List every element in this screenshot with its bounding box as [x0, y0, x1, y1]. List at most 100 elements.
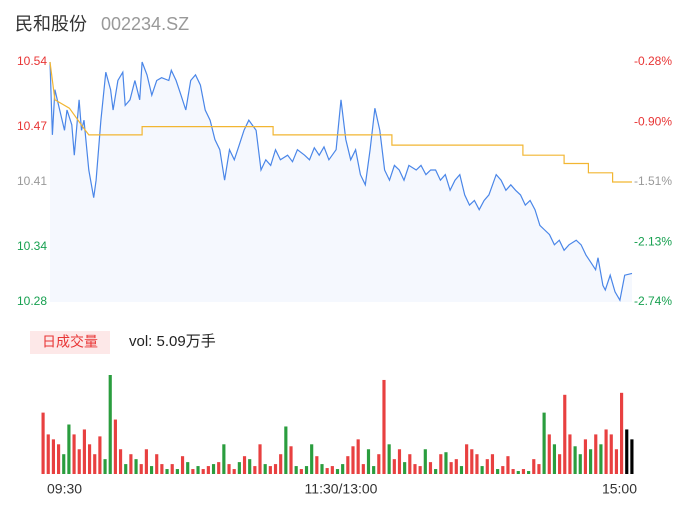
- average-line: [49, 61, 632, 183]
- volume-bar: [573, 446, 577, 474]
- volume-bar: [294, 466, 298, 474]
- volume-bar: [563, 394, 567, 474]
- volume-bar: [222, 444, 226, 474]
- volume-bar: [599, 444, 603, 474]
- volume-bar: [217, 462, 221, 474]
- volume-bar: [330, 466, 334, 474]
- volume-bar: [320, 464, 324, 474]
- volume-bar: [537, 464, 541, 474]
- volume-bar: [175, 469, 179, 474]
- volume-bar: [41, 412, 45, 474]
- volume-bar: [341, 464, 345, 474]
- volume-bar: [366, 449, 371, 474]
- volume-bar: [568, 434, 572, 474]
- x-tick-label: 15:00: [602, 481, 637, 497]
- volume-bar: [527, 471, 531, 474]
- volume-bar: [532, 459, 536, 474]
- price-line: [49, 61, 633, 302]
- volume-bar: [506, 456, 510, 474]
- volume-label: 日成交量: [42, 334, 98, 350]
- volume-bar: [397, 449, 402, 474]
- volume-bar: [578, 454, 582, 474]
- volume-badge: [30, 331, 110, 354]
- volume-bar: [201, 469, 205, 474]
- volume-bar: [82, 429, 86, 474]
- volume-bar: [625, 429, 629, 474]
- volume-bar: [62, 454, 66, 474]
- volume-bar: [134, 459, 138, 474]
- volume-bar: [165, 469, 169, 474]
- volume-bar: [242, 456, 247, 474]
- volume-bar: [103, 459, 107, 474]
- x-tick-label: 09:30: [47, 481, 82, 497]
- volume-bar: [56, 444, 61, 474]
- volume-bar: [413, 464, 417, 474]
- volume-bar: [98, 436, 102, 474]
- volume-bar: [191, 469, 195, 474]
- volume-bar: [72, 434, 76, 474]
- volume-bar: [211, 464, 216, 474]
- volume-bar: [356, 439, 360, 474]
- volume-bar: [196, 466, 200, 474]
- volume-bar: [51, 439, 55, 474]
- volume-bar: [372, 466, 376, 474]
- y2-tick-label: -1.51%: [634, 174, 672, 188]
- volume-bar: [604, 429, 608, 474]
- volume-bar: [279, 454, 283, 474]
- volume-bar: [139, 464, 143, 474]
- volume-bar: [289, 446, 293, 474]
- volume-bar: [253, 466, 257, 474]
- volume-bar: [227, 464, 231, 474]
- volume-bar: [547, 434, 551, 474]
- volume-bar: [480, 466, 484, 474]
- volume-bar: [454, 459, 458, 474]
- volume-bar: [552, 444, 557, 474]
- volume-bar: [335, 469, 340, 474]
- volume-bar: [392, 459, 396, 474]
- volume-bar: [439, 454, 443, 474]
- volume-bar: [186, 462, 190, 474]
- y2-tick-label: -0.28%: [634, 54, 672, 68]
- volume-bar: [511, 469, 515, 474]
- volume-bar: [351, 446, 355, 474]
- volume-bar: [304, 466, 309, 474]
- volume-bar: [583, 439, 588, 474]
- volume-bar: [361, 464, 365, 474]
- volume-bar: [315, 456, 319, 474]
- volume-bar: [589, 449, 593, 474]
- volume-bar: [299, 469, 303, 474]
- y2-tick-label: -0.90%: [634, 115, 672, 129]
- volume-bar: [46, 434, 50, 474]
- volume-bar: [449, 462, 453, 474]
- y-tick-label: 10.34: [17, 239, 47, 253]
- volume-bar: [180, 456, 185, 474]
- volume-bar: [620, 392, 624, 474]
- volume-bar: [77, 449, 81, 474]
- volume-bar: [273, 464, 278, 474]
- volume-bar: [108, 375, 112, 474]
- volume-bar: [268, 466, 272, 474]
- y-tick-label: 10.28: [17, 294, 47, 308]
- volume-bar: [124, 464, 128, 474]
- volume-bar: [434, 469, 438, 474]
- volume-bar: [403, 462, 407, 474]
- volume-bar: [485, 459, 489, 474]
- volume-bar: [614, 449, 619, 474]
- volume-bar: [155, 454, 159, 474]
- chart-subtitle: 002234.SZ: [101, 14, 189, 34]
- volume-bar: [113, 419, 117, 474]
- y-tick-label: 10.54: [17, 54, 47, 68]
- volume-bar: [428, 462, 433, 474]
- volume-bar: [516, 471, 520, 474]
- volume-bar: [465, 444, 469, 474]
- volume-bar: [475, 454, 479, 474]
- volume-bar: [496, 469, 500, 474]
- volume-bar: [237, 462, 241, 474]
- volume-bar: [459, 466, 464, 474]
- volume-bar: [423, 449, 427, 474]
- volume-bar: [93, 454, 97, 474]
- volume-bar: [258, 444, 262, 474]
- x-tick-label: 11:30/13:00: [305, 481, 378, 497]
- y-tick-label: 10.41: [17, 174, 47, 188]
